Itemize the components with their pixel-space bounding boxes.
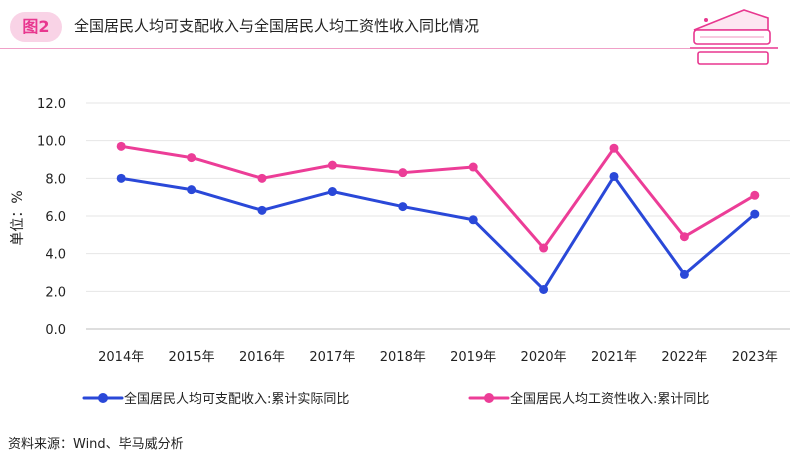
x-tick-label: 2020年 [521, 350, 567, 365]
data-point [398, 168, 408, 178]
data-point [750, 209, 760, 219]
data-point [116, 141, 126, 151]
legend-swatch-marker [484, 393, 494, 403]
data-point [679, 269, 689, 279]
data-point [468, 162, 478, 172]
x-tick-label: 2015年 [169, 350, 215, 365]
chart-gridlines [86, 102, 790, 330]
figure-header: 图2 全国居民人均可支配收入与全国居民人均工资性收入同比情况 [0, 0, 795, 65]
x-tick-label: 2021年 [591, 350, 637, 365]
legend-label: 全国居民人均可支配收入:累计实际同比 [124, 391, 349, 407]
data-point [609, 171, 619, 181]
series-line [119, 174, 757, 291]
x-tick-label: 2014年 [98, 350, 144, 365]
data-point [257, 173, 267, 183]
y-tick-label: 6.0 [45, 210, 66, 225]
data-point [539, 284, 549, 294]
data-point [116, 173, 126, 183]
legend-item-disposable-income: 全国居民人均可支配收入:累计实际同比 [82, 391, 349, 407]
y-tick-label: 4.0 [45, 248, 66, 263]
data-point [539, 243, 549, 253]
data-point [468, 215, 478, 225]
series-layer [116, 141, 760, 294]
data-point [327, 187, 337, 197]
data-point [398, 202, 408, 212]
x-tick-label: 2016年 [239, 350, 285, 365]
source-note: 资料来源：Wind、毕马威分析 [8, 437, 184, 452]
data-point [750, 190, 760, 200]
x-axis-ticks: 2014年 2015年 2016年 2017年 2018年 2019年 2020年 2021年… [98, 350, 778, 365]
line-chart: 0.02.04.06.08.010.012.0 2014年 2015年 2016年 2… [10, 97, 790, 407]
series-line [119, 144, 757, 250]
y-tick-label: 2.0 [45, 285, 66, 300]
legend-label: 全国居民人均工资性收入:累计同比 [510, 391, 709, 407]
y-tick-label: 10.0 [37, 135, 66, 150]
legend-swatch-marker [98, 393, 108, 403]
data-point [609, 143, 619, 153]
data-point [257, 205, 267, 215]
x-tick-label: 2022年 [661, 350, 707, 365]
y-tick-label: 8.0 [45, 172, 66, 187]
data-point [187, 185, 197, 195]
chart-legend: 全国居民人均可支配收入:累计实际同比 全国居民人均工资性收入:累计同比 [82, 391, 709, 407]
series-wage-income [116, 141, 760, 253]
figure-number-badge: 图2 [10, 12, 62, 42]
y-axis-label: 单位：% [10, 190, 26, 245]
notebook-illustration-icon [690, 9, 778, 65]
y-tick-label: 0.0 [45, 323, 66, 338]
legend-item-wage-income: 全国居民人均工资性收入:累计同比 [468, 391, 709, 407]
title-divider [0, 48, 690, 49]
x-tick-label: 2017年 [309, 350, 355, 365]
data-point [679, 232, 689, 242]
x-tick-label: 2019年 [450, 350, 496, 365]
x-tick-label: 2018年 [380, 350, 426, 365]
data-point [327, 160, 337, 170]
figure-title: 全国居民人均可支配收入与全国居民人均工资性收入同比情况 [74, 17, 480, 35]
y-tick-label: 12.0 [37, 97, 66, 112]
y-axis-ticks: 0.0 2.0 4.0 6.0 8.0 10.0 12.0 [37, 97, 66, 338]
series-disposable-income [116, 171, 760, 294]
data-point [187, 153, 197, 163]
x-tick-label: 2023年 [732, 350, 778, 365]
